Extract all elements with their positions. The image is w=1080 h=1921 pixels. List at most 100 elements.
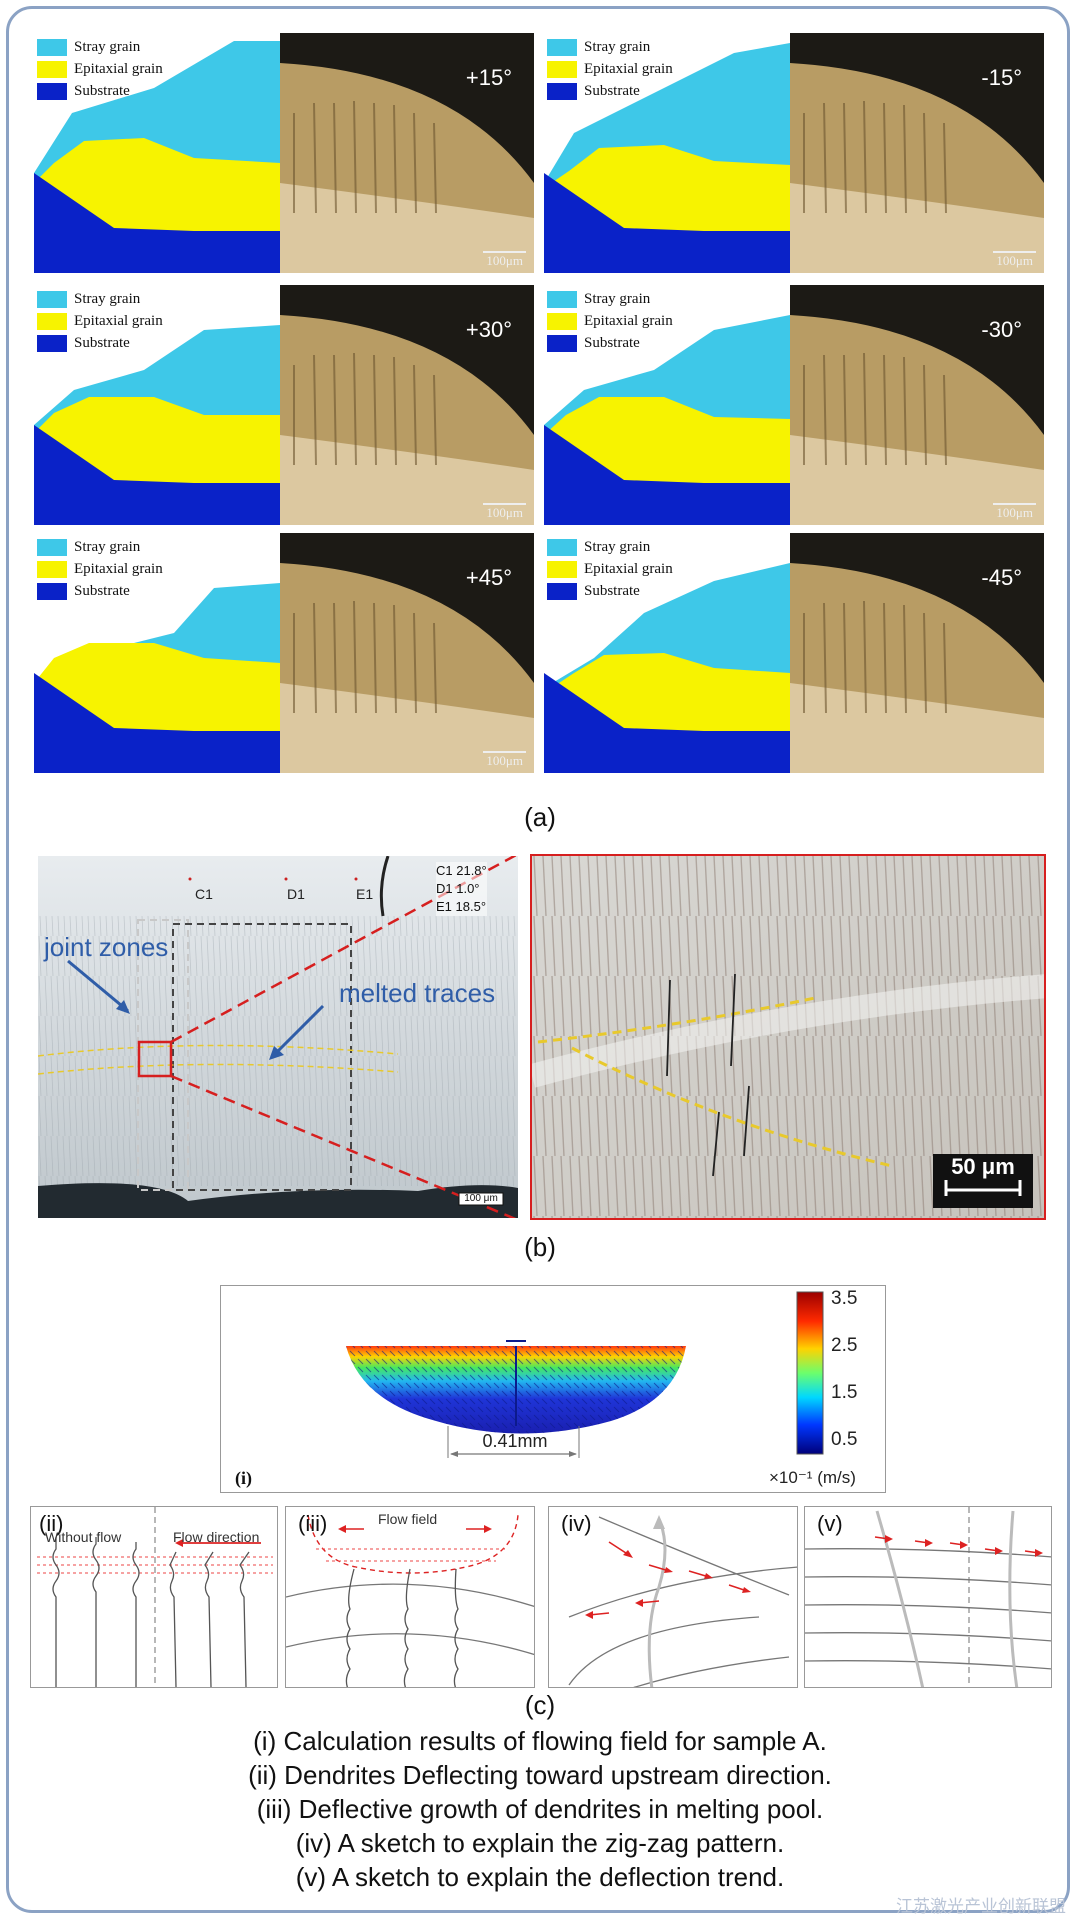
grain-map-and-micrograph [544,533,1044,773]
colorbar-tick-05: 0.5 [831,1429,858,1450]
scale-bar-a: 100μm [483,503,526,521]
legend-substrate: Substrate [584,83,640,99]
scale-bar-a: 100μm [993,503,1036,521]
figure-frame [6,6,1070,1913]
legend-swatch-stray [547,290,577,308]
caption-c: (c) [524,1690,556,1720]
legend-swatch-substrate [37,82,67,100]
label-ii: (ii) [39,1511,64,1536]
point-label-d1: D1 [287,886,305,902]
legend-stray: Stray grain [74,539,141,555]
grain-map-and-micrograph [544,285,1044,525]
panel-a-1: Stray grain Epitaxial grain Substrate +15° 1… [34,33,534,273]
legend-swatch-epitaxial [547,312,577,330]
colorbar-unit: ×10⁻¹ (m/s) [769,1468,856,1487]
legend-swatch-substrate [547,334,577,352]
legend-substrate: Substrate [74,583,130,599]
caption-line-iii: (iii) Deflective growth of dendrites in … [256,1794,824,1824]
sketch-ii [37,1507,273,1687]
point-label-c1: C1 [195,886,213,902]
legend-stray: Stray grain [74,291,141,307]
panel-c-ii: (ii) Without flow Flow direction [30,1506,278,1688]
flow-direction-label: Flow direction [173,1529,260,1545]
colorbar-tick-15: 1.5 [831,1382,858,1403]
panel-a-5: Stray grain Epitaxial grain Substrate +45° 1… [34,533,534,773]
grain-legend: Stray grain Epitaxial grain Substrate [37,288,163,354]
panel-a-6: Stray grain Epitaxial grain Substrate -45° [544,533,1044,773]
legend-swatch-epitaxial [37,312,67,330]
joint-zones-label: joint zones [44,932,169,962]
panel-c-iii: (iii) Flow field [285,1506,535,1688]
watermark: 江苏激光产业创新联盟 [896,1897,1066,1916]
legend-epitaxial: Epitaxial grain [74,313,163,329]
scale-bar-a: 100μm [483,751,526,769]
scale-bar-a: 100μm [483,251,526,269]
legend-substrate: Substrate [584,335,640,351]
flow-field-plot [346,1291,824,1458]
label-v: (v) [817,1511,843,1536]
angle-e1: E1 18.5° [436,899,487,914]
legend-stray: Stray grain [74,39,141,55]
legend-epitaxial: Epitaxial grain [584,61,673,77]
without-flow-label: Without flow [45,1529,122,1545]
legend-swatch-substrate [37,582,67,600]
micrograph-b-left [38,856,518,1218]
caption-a: (a) [524,802,556,832]
panel-b-left: C1 D1 E1 C1 21.8° D1 1.0° E1 18.5° joint… [38,856,518,1218]
colorbar-tick-25: 2.5 [831,1335,858,1356]
legend-epitaxial: Epitaxial grain [74,561,163,577]
legend-swatch-stray [37,538,67,556]
scale-bar-left: 100 μm [464,1193,498,1204]
legend-swatch-stray [547,538,577,556]
legend-stray: Stray grain [584,39,651,55]
panel-b-right: 50 μm [530,854,1046,1220]
legend-swatch-epitaxial [547,560,577,578]
legend-stray: Stray grain [584,539,651,555]
legend-swatch-stray [37,38,67,56]
panel-a-3: Stray grain Epitaxial grain Substrate +30° 1… [34,285,534,525]
caption-line-iv: (iv) A sketch to explain the zig-zag pat… [295,1828,785,1858]
sketch-iii [286,1514,534,1687]
legend-epitaxial: Epitaxial grain [584,561,673,577]
legend-epitaxial: Epitaxial grain [74,61,163,77]
sketch-iv [568,1515,797,1687]
colorbar-tick-35: 3.5 [831,1288,858,1309]
angle-table: C1 21.8° D1 1.0° E1 18.5° [436,862,487,916]
grain-legend: Stray grain Epitaxial grain Substrate [37,536,163,602]
legend-swatch-stray [37,290,67,308]
legend-swatch-epitaxial [547,60,577,78]
label-iv: (iv) [561,1511,592,1536]
caption-b: (b) [524,1232,556,1262]
scale-bar-right: 50 μm [951,1154,1015,1179]
panel-a-2: Stray grain Epitaxial grain Substrate -15° 1… [544,33,1044,273]
legend-swatch-epitaxial [37,560,67,578]
legend-epitaxial: Epitaxial grain [584,313,673,329]
panel-a-4: Stray grain Epitaxial grain Substrate -30° 1… [544,285,1044,525]
legend-substrate: Substrate [74,83,130,99]
grain-legend: Stray grain Epitaxial grain Substrate [547,288,673,354]
label-i: (i) [235,1468,252,1488]
tilt-angle-label: -45° [981,565,1022,590]
tilt-angle-label: +45° [465,565,512,590]
grain-map-and-micrograph [34,533,534,773]
legend-substrate: Substrate [74,335,130,351]
caption-line-i: (i) Calculation results of flowing field… [253,1726,827,1756]
legend-substrate: Substrate [584,583,640,599]
angle-c1: C1 21.8° [436,863,487,878]
caption-line-ii: (ii) Dendrites Deflecting toward upstrea… [248,1760,832,1790]
flow-field-label: Flow field [378,1511,438,1527]
micrograph-b-zoom [532,856,1044,1218]
point-label-e1: E1 [356,886,374,902]
tilt-angle-label: -15° [981,65,1022,90]
panel-c-i: 0.41mm 3.5 2.5 1.5 0.5 ×10⁻¹ (m/s) (i) [220,1285,886,1493]
tilt-angle-label: +15° [465,65,512,90]
panel-c-iv: (iv) [548,1506,798,1688]
grain-map-and-micrograph [34,33,534,273]
legend-swatch-substrate [37,334,67,352]
legend-swatch-stray [547,38,577,56]
grain-legend: Stray grain Epitaxial grain Substrate [547,536,673,602]
panel-c-v: (v) [804,1506,1052,1688]
tilt-angle-label: +30° [465,317,512,342]
caption-line-v: (v) A sketch to explain the deflection t… [295,1862,785,1892]
legend-swatch-substrate [547,582,577,600]
